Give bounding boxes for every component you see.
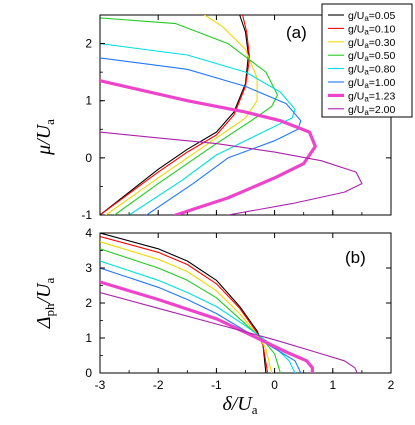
legend-label: g/Ua=1.23 bbox=[348, 90, 396, 103]
y-tick-label-b: 2 bbox=[85, 296, 92, 310]
x-tick-label: -2 bbox=[153, 378, 164, 392]
legend: g/Ua=0.05g/Ua=0.10g/Ua=0.30g/Ua=0.50g/Ua… bbox=[321, 3, 413, 118]
x-tick-label: -1 bbox=[211, 378, 222, 392]
y-axis-title-a: μ/Ua bbox=[33, 119, 57, 156]
panel-label-b: (b) bbox=[345, 248, 366, 267]
legend-label: g/Ua=2.00 bbox=[348, 104, 396, 117]
panel-label-a: (a) bbox=[286, 23, 307, 42]
series-lines-b bbox=[100, 233, 358, 373]
legend-label: g/Ua=1.00 bbox=[348, 77, 396, 90]
series-line-a-1 bbox=[100, 15, 251, 215]
series-line-a-3 bbox=[100, 17, 279, 215]
series-line-a-4 bbox=[100, 43, 296, 215]
legend-label: g/Ua=0.10 bbox=[348, 23, 396, 36]
legend-label: g/Ua=0.05 bbox=[348, 10, 396, 23]
series-line-a-5 bbox=[100, 57, 302, 215]
y-tick-label-a: 0 bbox=[85, 151, 92, 165]
legend-label: g/Ua=0.30 bbox=[348, 37, 396, 50]
y-tick-label-a: 2 bbox=[85, 37, 92, 51]
y-tick-label-a: -1 bbox=[81, 208, 92, 222]
legend-box bbox=[321, 3, 413, 118]
legend-items: g/Ua=0.05g/Ua=0.10g/Ua=0.30g/Ua=0.50g/Ua… bbox=[328, 10, 396, 117]
x-axis-title: δ/Ua bbox=[222, 393, 257, 417]
x-tick-label: 0 bbox=[271, 378, 278, 392]
series-line-b-4 bbox=[100, 260, 296, 373]
y-axis-title-b: Δph/Ua bbox=[33, 278, 57, 330]
x-tick-label: 2 bbox=[388, 378, 395, 392]
panel-b: -3 -2 -1 0 1 2 0 1 2 3 4 (b) Δph/Ua δ/Ua bbox=[33, 226, 395, 417]
y-tick-label-b: 0 bbox=[85, 366, 92, 380]
y-tick-label-b: 3 bbox=[85, 261, 92, 275]
series-line-b-5 bbox=[100, 267, 302, 373]
x-tick-label: -3 bbox=[95, 378, 106, 392]
series-line-b-7 bbox=[100, 291, 358, 373]
x-tick-label: 1 bbox=[329, 378, 336, 392]
series-line-a-2 bbox=[105, 15, 258, 215]
series-line-a-0 bbox=[100, 15, 249, 215]
series-line-a-6 bbox=[100, 79, 317, 215]
series-line-b-6 bbox=[100, 280, 314, 373]
legend-label: g/Ua=0.80 bbox=[348, 64, 396, 77]
legend-label: g/Ua=0.50 bbox=[348, 50, 396, 63]
series-line-b-2 bbox=[100, 241, 273, 373]
series-lines-a bbox=[100, 15, 363, 215]
series-line-b-0 bbox=[100, 233, 267, 373]
series-line-b-3 bbox=[100, 248, 281, 373]
y-tick-label-b: 1 bbox=[85, 331, 92, 345]
series-line-a-7 bbox=[100, 131, 363, 215]
y-tick-label-a: 1 bbox=[85, 94, 92, 108]
y-tick-label-b: 4 bbox=[85, 226, 92, 240]
ticks-b: -3 -2 -1 0 1 2 0 1 2 3 4 bbox=[85, 226, 394, 392]
panel-a: -1 0 1 2 (a) μ/Ua bbox=[33, 14, 392, 222]
